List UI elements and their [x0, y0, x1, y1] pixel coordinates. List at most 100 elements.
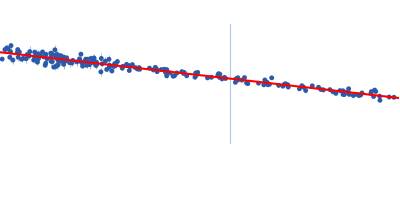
Point: [194, 71, 201, 74]
Point: [32, 51, 38, 54]
Point: [215, 72, 222, 75]
Point: [6, 56, 13, 59]
Point: [276, 84, 282, 87]
Point: [93, 64, 99, 67]
Point: [129, 63, 136, 66]
Point: [84, 58, 90, 61]
Point: [123, 64, 130, 67]
Point: [49, 60, 56, 63]
Point: [193, 72, 200, 75]
Point: [5, 47, 12, 51]
Point: [35, 57, 42, 60]
Point: [84, 64, 90, 67]
Point: [204, 76, 211, 79]
Point: [55, 63, 61, 66]
Point: [55, 59, 62, 62]
Point: [48, 60, 54, 63]
Point: [76, 57, 83, 60]
Point: [350, 94, 356, 97]
Point: [113, 64, 119, 67]
Point: [309, 84, 316, 87]
Point: [111, 65, 117, 68]
Point: [260, 83, 267, 86]
Point: [170, 75, 176, 78]
Point: [152, 66, 158, 69]
Point: [285, 85, 292, 89]
Point: [217, 73, 223, 76]
Point: [192, 71, 199, 75]
Point: [386, 95, 392, 99]
Point: [78, 61, 85, 64]
Point: [7, 50, 14, 53]
Point: [31, 55, 38, 58]
Point: [98, 57, 104, 60]
Point: [359, 91, 365, 95]
Point: [346, 87, 352, 90]
Point: [2, 48, 8, 51]
Point: [320, 88, 327, 91]
Point: [52, 48, 58, 51]
Point: [58, 54, 64, 57]
Point: [48, 52, 54, 55]
Point: [86, 63, 93, 66]
Point: [136, 68, 143, 71]
Point: [8, 44, 14, 47]
Point: [109, 69, 115, 73]
Point: [171, 74, 178, 77]
Point: [94, 62, 100, 66]
Point: [302, 89, 309, 92]
Point: [106, 66, 112, 69]
Point: [106, 58, 112, 61]
Point: [315, 86, 322, 89]
Point: [30, 58, 37, 62]
Point: [333, 92, 339, 95]
Point: [79, 65, 86, 68]
Point: [60, 59, 67, 62]
Point: [87, 57, 94, 60]
Point: [104, 68, 110, 71]
Point: [340, 93, 346, 96]
Point: [66, 61, 73, 64]
Point: [93, 63, 99, 66]
Point: [62, 59, 69, 63]
Point: [280, 85, 286, 88]
Point: [61, 55, 67, 59]
Point: [34, 61, 41, 64]
Point: [132, 66, 138, 69]
Point: [60, 59, 67, 62]
Point: [163, 71, 170, 74]
Point: [368, 92, 374, 95]
Point: [370, 95, 377, 98]
Point: [43, 53, 49, 56]
Point: [372, 88, 378, 92]
Point: [23, 57, 29, 60]
Point: [14, 48, 21, 51]
Point: [330, 90, 336, 93]
Point: [341, 93, 348, 96]
Point: [42, 64, 48, 67]
Point: [16, 50, 22, 54]
Point: [53, 53, 59, 56]
Point: [52, 54, 59, 57]
Point: [180, 72, 187, 75]
Point: [127, 65, 133, 68]
Point: [358, 93, 364, 96]
Point: [58, 60, 64, 63]
Point: [54, 64, 60, 67]
Point: [57, 56, 63, 59]
Point: [18, 58, 25, 61]
Point: [219, 77, 225, 80]
Point: [318, 88, 324, 91]
Point: [102, 60, 108, 63]
Point: [327, 88, 333, 91]
Point: [164, 74, 170, 77]
Point: [282, 82, 289, 85]
Point: [120, 65, 126, 68]
Point: [125, 64, 132, 67]
Point: [15, 56, 21, 59]
Point: [53, 56, 60, 60]
Point: [377, 99, 383, 102]
Point: [49, 52, 55, 55]
Point: [222, 77, 229, 80]
Point: [70, 59, 76, 62]
